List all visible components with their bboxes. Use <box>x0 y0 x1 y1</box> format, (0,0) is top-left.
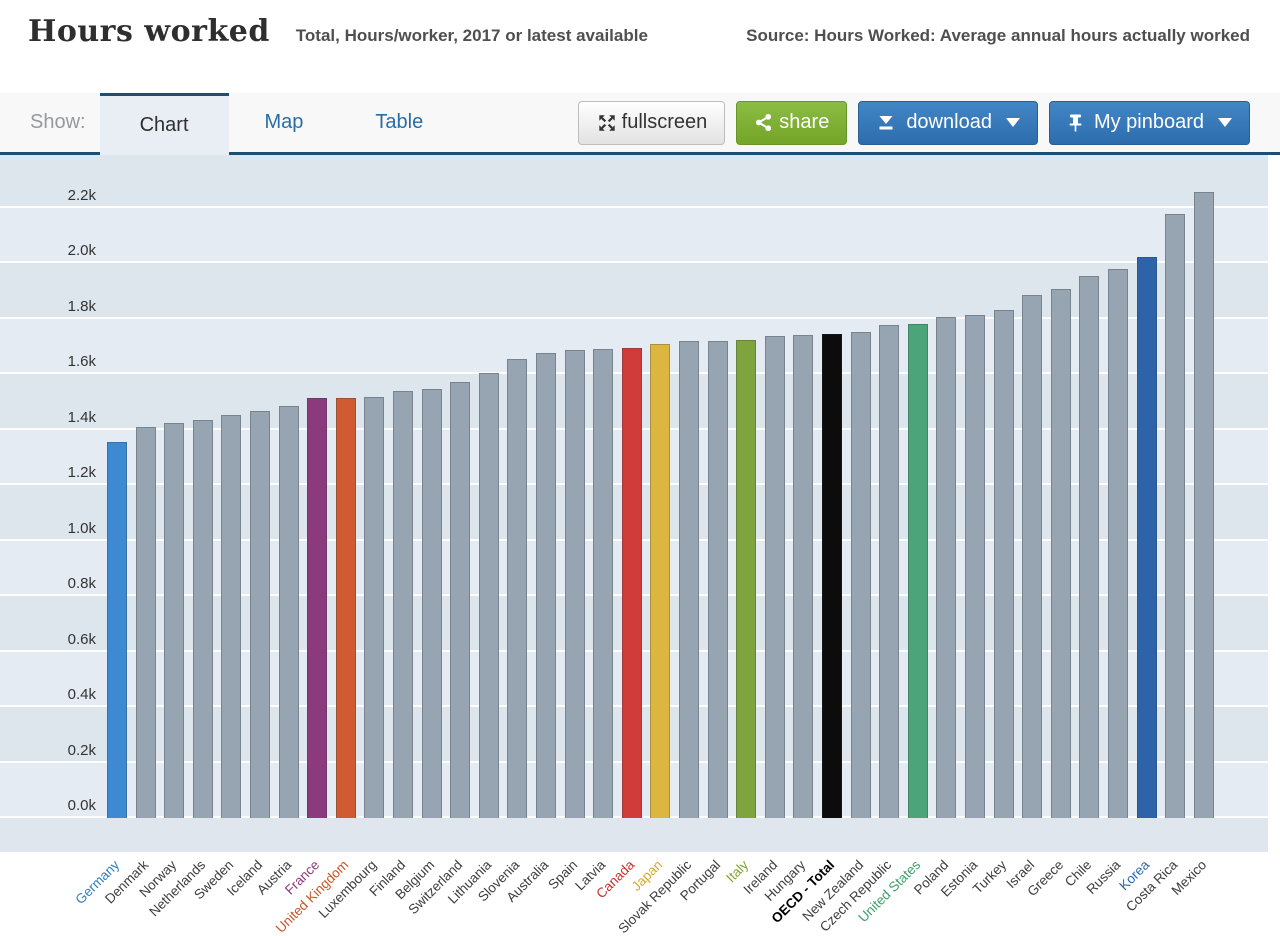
y-tick-label: 2.0k <box>67 242 96 260</box>
plot-band <box>0 207 1268 264</box>
bar-luxembourg[interactable] <box>364 396 385 818</box>
y-tick-label: 1.0k <box>67 519 96 537</box>
y-tick-label: 0.8k <box>67 575 96 593</box>
bar-netherlands[interactable] <box>192 420 213 818</box>
bar-new-zealand[interactable] <box>850 331 871 818</box>
bar-italy[interactable] <box>736 340 757 818</box>
gridline <box>0 205 1268 208</box>
arrow-down-to-line-icon <box>876 113 896 133</box>
chevron-down-icon <box>1218 118 1232 127</box>
header: Hours worked Total, Hours/worker, 2017 o… <box>0 0 1280 93</box>
tab-map[interactable]: Map <box>264 111 304 133</box>
y-tick-label: 1.8k <box>67 297 96 315</box>
chart-area: 0.0k 0.2k 0.4k 0.6k 0.8k 1.0k 1.2k 1.4k 1.6k 1.8k… <box>0 155 1280 936</box>
bar-finland[interactable] <box>393 390 413 818</box>
bar-germany[interactable] <box>107 441 127 818</box>
y-tick-label: 0.6k <box>67 630 96 648</box>
my-pinboard-button[interactable]: My pinboard <box>1048 100 1250 145</box>
page-title: Hours worked <box>28 14 270 49</box>
plot-band <box>0 155 1268 208</box>
share-nodes-icon <box>754 113 773 132</box>
bar-russia[interactable] <box>1108 268 1128 818</box>
bar-france[interactable] <box>307 398 328 818</box>
bar-costa-rica[interactable] <box>1165 213 1186 818</box>
tab-table[interactable]: Table <box>375 111 424 133</box>
bar-slovenia[interactable] <box>507 358 528 818</box>
bar-denmark[interactable] <box>135 427 156 818</box>
bar-ireland[interactable] <box>764 335 785 818</box>
x-axis-labels: Germany Denmark Norway Netherlands Sweden Ice… <box>0 852 1280 936</box>
share-button-label: share <box>779 111 830 133</box>
share-button[interactable]: share <box>736 100 848 145</box>
bar-greece[interactable] <box>1050 289 1071 818</box>
show-label: Show: <box>30 111 86 133</box>
bar-mexico[interactable] <box>1193 191 1214 818</box>
bar-japan[interactable] <box>650 343 671 818</box>
my-pinboard-button-label: My pinboard <box>1093 111 1204 133</box>
bar-chile[interactable] <box>1079 275 1100 818</box>
bar-portugal[interactable] <box>707 340 728 818</box>
bar-slovak-republic[interactable] <box>679 341 699 818</box>
axis-bottom-margin <box>0 818 1268 852</box>
y-tick-label: 0.2k <box>67 741 96 759</box>
download-button[interactable]: download <box>858 100 1038 145</box>
bar-lithuania[interactable] <box>478 373 499 818</box>
tab-chart[interactable]: Chart <box>99 93 229 155</box>
bar-norway[interactable] <box>164 422 185 818</box>
bar-hungary[interactable] <box>793 335 814 818</box>
bar-poland[interactable] <box>936 317 957 818</box>
bar-iceland[interactable] <box>250 410 270 818</box>
bar-united-kingdom[interactable] <box>335 398 356 818</box>
expand-arrows-icon <box>596 112 618 134</box>
y-tick-label: 2.2k <box>67 186 96 204</box>
gridline <box>0 316 1268 319</box>
bar-united-states[interactable] <box>907 324 928 818</box>
bar-sweden[interactable] <box>221 414 242 818</box>
bar-belgium[interactable] <box>421 389 442 818</box>
toolbar-buttons: fullscreen share download <box>577 93 1280 152</box>
bar-canada[interactable] <box>621 347 642 818</box>
y-tick-label: 0.0k <box>67 797 96 814</box>
bar-korea[interactable] <box>1136 256 1157 818</box>
bar-austria[interactable] <box>278 405 299 818</box>
bar-oecd-total[interactable] <box>822 333 842 818</box>
chart-subtitle: Total, Hours/worker, 2017 or latest avai… <box>295 26 648 45</box>
bar-australia[interactable] <box>536 353 556 818</box>
bar-czech-republic[interactable] <box>879 325 900 818</box>
y-tick-label: 1.6k <box>67 353 96 371</box>
download-button-label: download <box>906 111 992 133</box>
toolbar: Show: Chart Map Table fullscreen share <box>0 93 1280 155</box>
fullscreen-button-label: fullscreen <box>621 111 708 133</box>
bar-switzerland[interactable] <box>450 382 471 818</box>
bar-spain[interactable] <box>564 350 585 818</box>
fullscreen-button[interactable]: fullscreen <box>577 100 726 145</box>
plot-band <box>0 263 1268 319</box>
bar-israel[interactable] <box>1022 295 1043 818</box>
y-tick-label: 1.4k <box>67 408 96 426</box>
bar-latvia[interactable] <box>593 348 614 818</box>
plot-area: 0.0k 0.2k 0.4k 0.6k 0.8k 1.0k 1.2k 1.4k 1.6k 1.8k… <box>0 155 1268 818</box>
gridline <box>0 261 1268 264</box>
y-tick-label: 1.2k <box>67 464 96 482</box>
chevron-down-icon <box>1005 118 1020 127</box>
y-tick-label: 0.4k <box>67 686 96 704</box>
bar-turkey[interactable] <box>993 309 1014 818</box>
source-note: Source: Hours Worked: Average annual hou… <box>746 26 1250 45</box>
bar-estonia[interactable] <box>965 314 985 818</box>
pushpin-icon <box>1067 113 1084 133</box>
